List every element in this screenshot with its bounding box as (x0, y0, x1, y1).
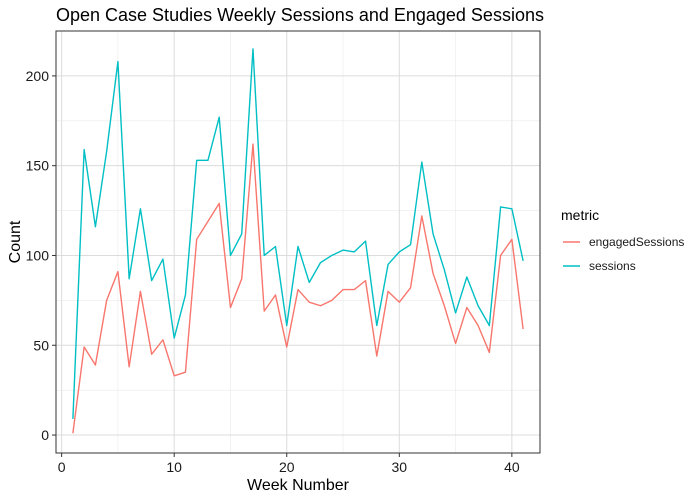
plot-area (55, 30, 541, 454)
y-tick-label: 200 (26, 68, 50, 84)
x-tick-label: 10 (166, 459, 182, 475)
legend-label: engagedSessions (589, 235, 684, 249)
series-line-sessions (72, 48, 524, 419)
x-axis-title: Week Number (247, 477, 350, 494)
panel-border (55, 30, 541, 454)
x-axis-ticks: 0 10 20 30 40 (58, 453, 520, 475)
legend-item-engagedSessions: engagedSessions (563, 235, 684, 249)
legend-label: sessions (589, 259, 636, 273)
chart-title: Open Case Studies Weekly Sessions and En… (56, 5, 544, 25)
x-tick-label: 40 (504, 459, 520, 475)
legend-title: metric (561, 207, 599, 223)
legend: metric engagedSessions sessions (561, 207, 684, 273)
x-tick-label: 20 (279, 459, 295, 475)
series-line-engagedSessions (72, 143, 524, 434)
y-tick-label: 100 (26, 247, 50, 263)
y-tick-label: 0 (41, 427, 49, 443)
x-tick-label: 30 (392, 459, 408, 475)
legend-item-sessions: sessions (563, 259, 636, 273)
x-tick-label: 0 (58, 459, 66, 475)
y-axis-ticks: 0 50 100 150 200 (26, 68, 56, 443)
y-tick-label: 50 (33, 337, 49, 353)
y-axis-title: Count (7, 220, 24, 263)
y-tick-label: 150 (26, 158, 50, 174)
